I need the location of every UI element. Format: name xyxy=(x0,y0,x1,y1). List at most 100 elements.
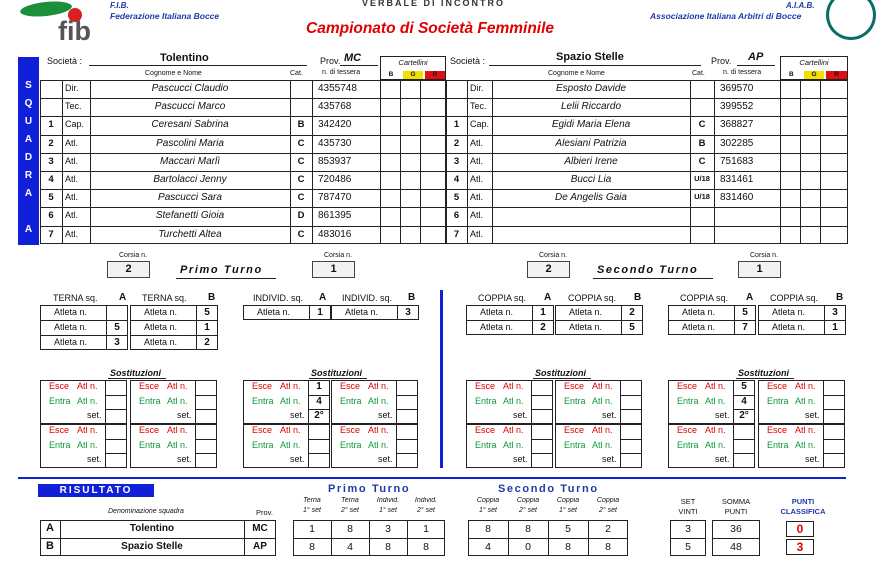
atleta-value[interactable]: 3 xyxy=(114,337,120,348)
score-cell[interactable]: 1 xyxy=(423,523,429,535)
team_b-row-name[interactable]: Albieri Irene xyxy=(564,155,618,167)
punti-cell[interactable]: 0 xyxy=(796,522,804,536)
team_a-row-role: Atl. xyxy=(65,192,79,203)
score-head-1: Terna xyxy=(341,497,359,504)
score-cell[interactable]: 5 xyxy=(565,523,571,535)
score-cell[interactable]: 2 xyxy=(605,523,611,535)
set-vinti-cell[interactable]: 3 xyxy=(685,523,691,535)
team_b-row-tessera[interactable]: 302285 xyxy=(720,137,754,149)
col-line xyxy=(308,380,309,424)
score-head-2: 1° set xyxy=(479,507,497,514)
team_a-row-name[interactable]: Bartolacci Jenny xyxy=(153,174,227,185)
score-cell[interactable]: 3 xyxy=(385,523,391,535)
score-cell[interactable]: 8 xyxy=(525,523,531,535)
team_a-row-tessera[interactable]: 787470 xyxy=(318,192,352,204)
team_a-row-name[interactable]: Stefanetti Gioia xyxy=(155,210,225,222)
corsia-value[interactable]: 1 xyxy=(756,263,763,275)
sost-entra-value[interactable]: 4 xyxy=(741,395,747,407)
team_a-row-name[interactable]: Ceresani Sabrina xyxy=(151,119,229,131)
score-cell[interactable]: 8 xyxy=(347,523,353,535)
team_b-row-name[interactable]: Bucci Lia xyxy=(570,174,612,185)
atleta-value[interactable]: 2 xyxy=(629,307,635,318)
team_b-row-name[interactable]: Alesiani Patrizia xyxy=(555,137,627,149)
corsia-value[interactable]: 2 xyxy=(545,263,552,275)
score-head-1: Coppia xyxy=(596,497,620,504)
team_a-row-num: 7 xyxy=(48,228,54,240)
col-line xyxy=(380,80,381,244)
team_b-row-tessera[interactable]: 369570 xyxy=(720,83,754,94)
team_a-row-tessera[interactable]: 483016 xyxy=(318,228,352,240)
somma-1: SOMMA xyxy=(721,497,751,506)
score-cell[interactable]: 0 xyxy=(525,541,531,553)
corsia-value[interactable]: 2 xyxy=(125,263,132,275)
team_b-row-tessera[interactable]: 751683 xyxy=(720,155,754,167)
team_b-row-tessera[interactable]: 831461 xyxy=(720,174,754,185)
team_a-row-tessera[interactable]: 861395 xyxy=(318,210,352,222)
set-vinti-cell[interactable]: 5 xyxy=(685,541,691,553)
col-line xyxy=(396,380,397,424)
score-cell[interactable]: 8 xyxy=(309,541,315,553)
team_a-row-tessera[interactable]: 853937 xyxy=(318,155,352,167)
team_a-row-name[interactable]: Pascucci Marco xyxy=(154,101,226,113)
team_a-row-name[interactable]: Pascucci Sara xyxy=(158,192,222,204)
team_a-row-tessera[interactable]: 342420 xyxy=(318,119,352,131)
sost-grid xyxy=(331,380,418,424)
cartellini-cB: B xyxy=(381,71,401,79)
set-label: set. xyxy=(602,454,617,464)
team_b-row-tessera[interactable]: 368827 xyxy=(720,119,754,131)
game-head: TERNA sq. xyxy=(142,293,187,303)
team_b-row-tessera[interactable]: 831460 xyxy=(720,192,754,204)
atleta-value[interactable]: 1 xyxy=(204,322,210,333)
sost-esce-value[interactable]: 5 xyxy=(741,381,747,392)
team_a-row-name[interactable]: Pascolini Maria xyxy=(156,137,224,149)
score-cell[interactable]: 8 xyxy=(485,523,491,535)
sost-entra-value[interactable]: 4 xyxy=(316,395,322,407)
score-cell[interactable]: 4 xyxy=(485,541,491,553)
score-cell[interactable]: 8 xyxy=(605,541,611,553)
atleta-value[interactable]: 5 xyxy=(204,307,210,318)
somma-cell[interactable]: 48 xyxy=(730,541,742,553)
corsia-value[interactable]: 1 xyxy=(330,263,337,275)
atleta-value[interactable]: 2 xyxy=(204,337,210,348)
team_a-row-tessera[interactable]: 435730 xyxy=(318,137,352,149)
score-cell[interactable]: 8 xyxy=(423,541,429,553)
team_a-row-name[interactable]: Maccari Marlì xyxy=(159,155,220,167)
col-line xyxy=(733,424,734,468)
score-head-1: Coppia xyxy=(556,497,580,504)
sost-set-value[interactable]: 2° xyxy=(739,410,749,421)
col-line xyxy=(780,80,781,244)
team_b-row-name[interactable]: De Angelis Gaia xyxy=(555,192,627,204)
score-cell[interactable]: 4 xyxy=(347,541,353,553)
primo-turno-title: Primo Turno xyxy=(180,264,263,276)
somma-2: PUNTI xyxy=(724,507,748,516)
atleta-value[interactable]: 5 xyxy=(629,322,635,333)
team_b-row-name[interactable]: Egidi Maria Elena xyxy=(551,119,631,131)
team_a-row-tessera[interactable]: 720486 xyxy=(318,174,352,185)
somma-cell[interactable]: 36 xyxy=(730,523,742,535)
atleta-value[interactable]: 5 xyxy=(114,322,120,333)
atleta-value[interactable]: 1 xyxy=(540,307,546,318)
team_a-row-tessera[interactable]: 4355748 xyxy=(318,83,357,94)
score-cell[interactable]: 8 xyxy=(385,541,391,553)
score-cell[interactable]: 1 xyxy=(309,523,315,535)
team_a-row-name[interactable]: Pascucci Claudio xyxy=(151,83,229,94)
team_a-row-tessera[interactable]: 435768 xyxy=(318,101,352,113)
team_a-row-name[interactable]: Turchetti Altea xyxy=(158,228,222,240)
atleta-value[interactable]: 1 xyxy=(317,307,323,318)
atleta-value[interactable]: 5 xyxy=(742,307,748,318)
atleta-value[interactable]: 7 xyxy=(742,322,748,333)
atleta-value[interactable]: 1 xyxy=(832,322,838,333)
row-line xyxy=(446,134,848,136)
score-cell[interactable]: 8 xyxy=(565,541,571,553)
cartellini-cR: R xyxy=(425,71,445,79)
sost-esce-value[interactable]: 1 xyxy=(316,381,322,392)
esce-atl: Atl n. xyxy=(795,425,816,435)
punti-cell[interactable]: 3 xyxy=(796,540,804,554)
atleta-value[interactable]: 3 xyxy=(832,307,838,318)
team_b-row-name[interactable]: Lelii Riccardo xyxy=(560,101,622,113)
atleta-value[interactable]: 2 xyxy=(540,322,546,333)
sost-set-value[interactable]: 2° xyxy=(314,410,324,421)
team_b-row-tessera[interactable]: 399552 xyxy=(720,101,754,113)
atleta-value[interactable]: 3 xyxy=(405,307,411,318)
team_b-row-name[interactable]: Esposto Davide xyxy=(555,83,627,94)
